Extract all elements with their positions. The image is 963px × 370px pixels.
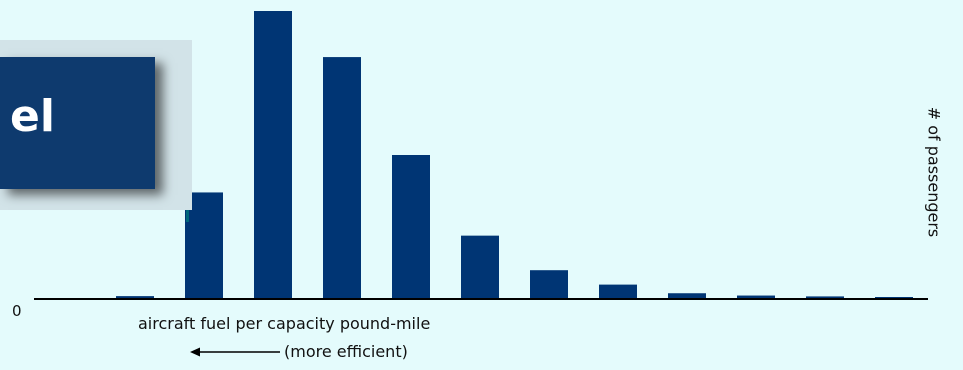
bar-6 bbox=[461, 236, 499, 299]
bar-4 bbox=[323, 57, 361, 299]
histogram-bars bbox=[116, 11, 913, 299]
left-arrow-icon bbox=[190, 346, 280, 358]
bar-5 bbox=[392, 155, 430, 299]
bar-3 bbox=[254, 11, 292, 299]
x-axis-label: aircraft fuel per capacity pound-mile bbox=[138, 314, 430, 333]
bar-8 bbox=[599, 285, 637, 299]
y-axis-label: # of passengers bbox=[925, 107, 944, 238]
title-fragment: el bbox=[10, 91, 55, 142]
origin-label: 0 bbox=[12, 302, 22, 320]
title-box: el bbox=[0, 57, 155, 189]
efficiency-note: (more efficient) bbox=[190, 342, 408, 361]
bar-7 bbox=[530, 270, 568, 299]
efficiency-note-text: (more efficient) bbox=[284, 342, 408, 361]
